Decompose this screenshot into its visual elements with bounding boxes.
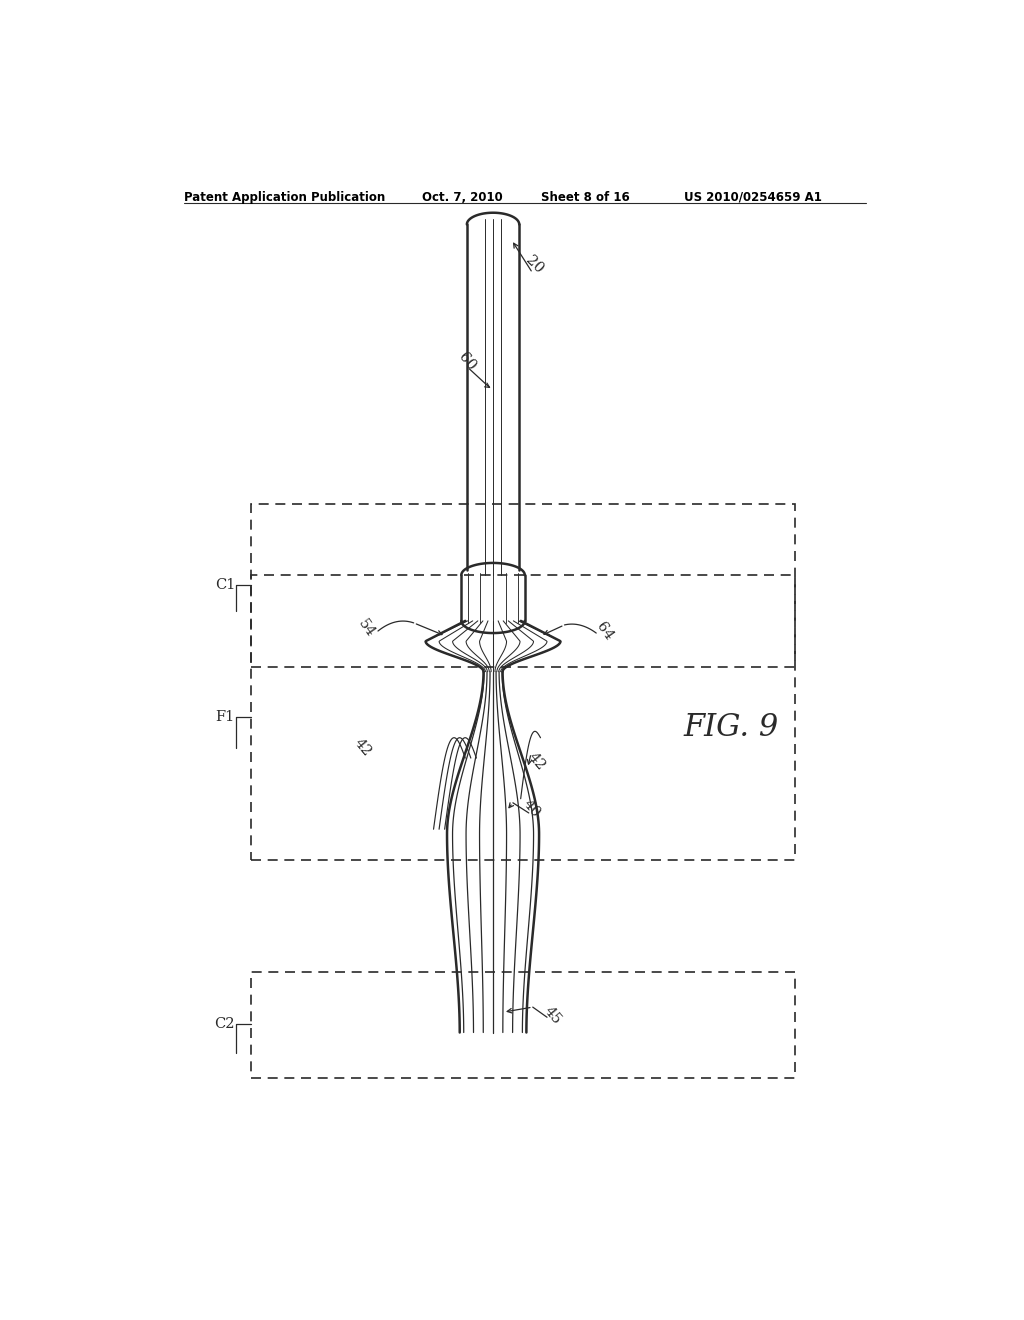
Text: F1: F1: [215, 710, 234, 725]
Text: Sheet 8 of 16: Sheet 8 of 16: [541, 191, 630, 203]
Text: 20: 20: [522, 253, 546, 277]
Text: Oct. 7, 2010: Oct. 7, 2010: [422, 191, 503, 203]
Text: 60: 60: [456, 350, 478, 374]
Text: 42: 42: [351, 737, 374, 759]
Text: 54: 54: [355, 616, 377, 640]
Text: 40: 40: [520, 797, 543, 821]
Text: 45: 45: [542, 1003, 564, 1027]
Text: C2: C2: [215, 1018, 236, 1031]
Text: 64: 64: [593, 619, 615, 643]
Text: C1: C1: [215, 578, 234, 593]
Text: Patent Application Publication: Patent Application Publication: [183, 191, 385, 203]
Text: FIG. 9: FIG. 9: [683, 711, 779, 743]
Text: 42: 42: [525, 750, 548, 772]
Text: US 2010/0254659 A1: US 2010/0254659 A1: [684, 191, 821, 203]
